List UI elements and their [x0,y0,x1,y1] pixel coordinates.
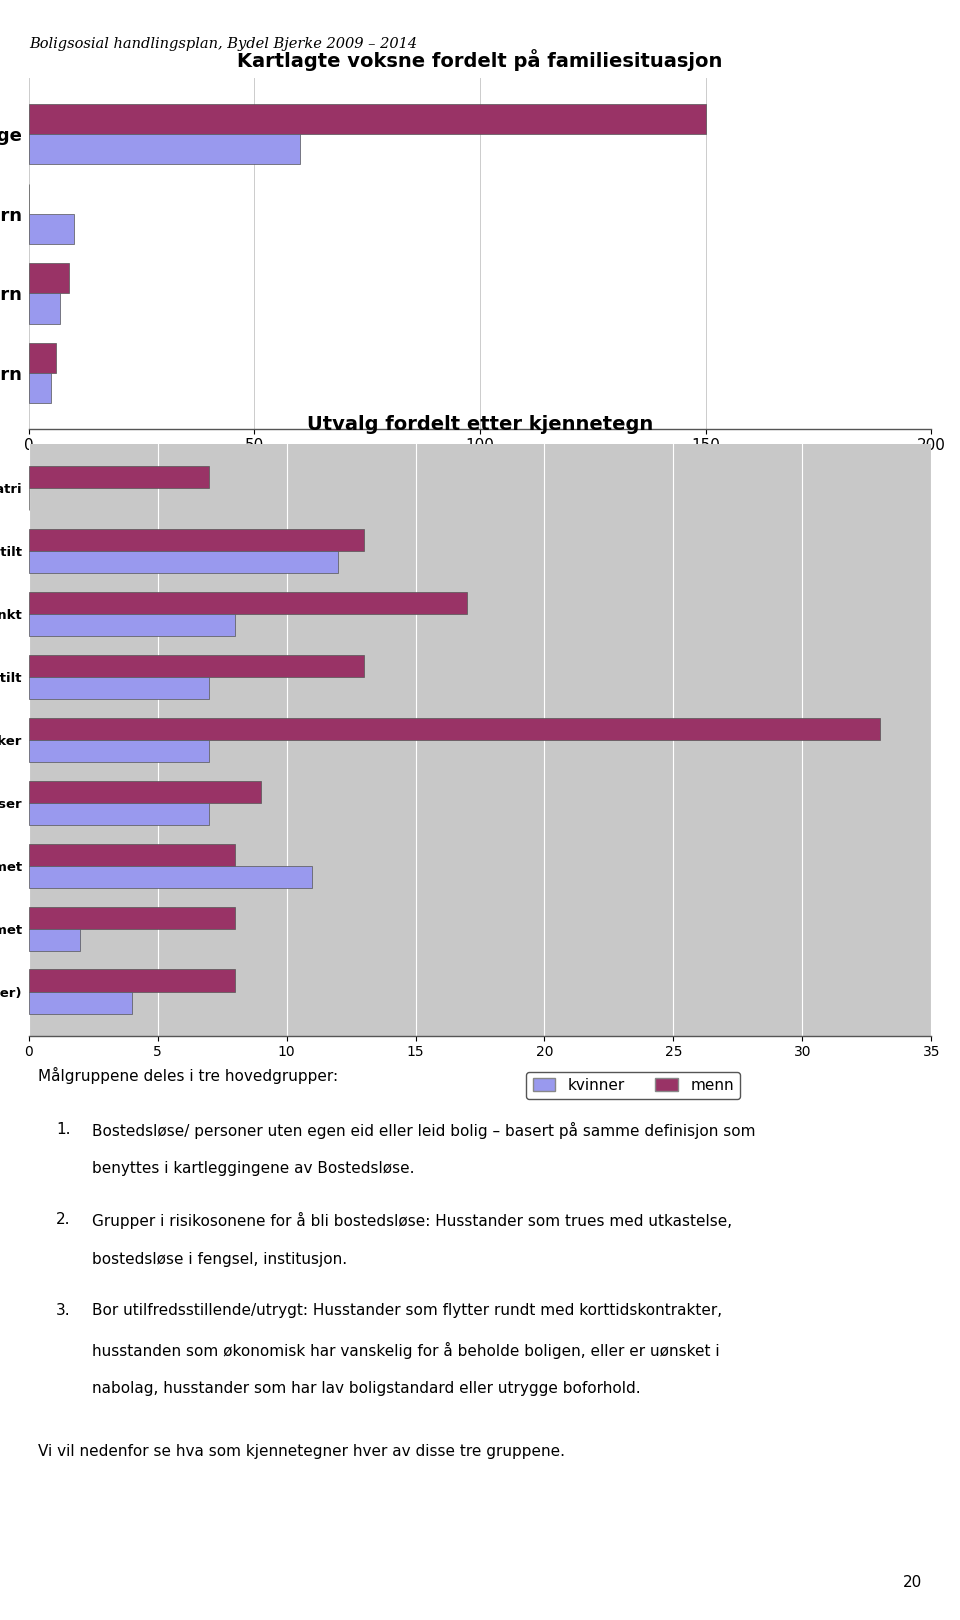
Text: Målgruppene deles i tre hovedgrupper:: Målgruppene deles i tre hovedgrupper: [37,1068,338,1084]
Bar [29,928,81,951]
Bar [29,551,338,573]
Bar [29,343,56,373]
Bar [29,654,364,677]
Bar [29,718,879,740]
Text: Grupper i risikosonene for å bli bostedsløse: Husstander som trues med utkastels: Grupper i risikosonene for å bli bosteds… [92,1212,732,1230]
Title: Utvalg fordelt etter kjennetegn: Utvalg fordelt etter kjennetegn [307,415,653,434]
Bar [29,467,209,488]
Text: 20: 20 [903,1575,923,1591]
Bar [29,865,312,888]
Bar [29,614,235,637]
Bar [29,262,69,293]
Text: 2.: 2. [56,1212,70,1228]
Legend: kvinner, menn: kvinner, menn [526,1072,740,1098]
Bar [29,134,300,165]
Bar [29,844,235,865]
Bar [29,214,74,245]
Text: bostedsløse i fengsel, institusjon.: bostedsløse i fengsel, institusjon. [92,1252,348,1267]
Text: benyttes i kartleggingene av Bostedsløse.: benyttes i kartleggingene av Bostedsløse… [92,1162,415,1176]
Text: husstanden som økonomisk har vanskelig for å beholde boligen, eller er uønsket i: husstanden som økonomisk har vanskelig f… [92,1341,720,1359]
Bar [29,740,209,761]
Bar [29,293,60,324]
Text: Boligsosial handlingsplan, Bydel Bjerke 2009 – 2014: Boligsosial handlingsplan, Bydel Bjerke … [29,37,417,50]
Text: Vi vil nedenfor se hva som kjennetegner hver av disse tre gruppene.: Vi vil nedenfor se hva som kjennetegner … [37,1443,564,1458]
Legend: kvinner, menn: kvinner, menn [481,492,695,518]
Bar [29,373,52,403]
Text: Bor utilfredsstillende/utrygt: Husstander som flytter rundt med korttidskontrakt: Bor utilfredsstillende/utrygt: Husstande… [92,1302,722,1317]
Bar [29,591,468,614]
Bar [29,804,209,825]
Bar [29,781,261,804]
Text: Bostedsløse/ personer uten egen eid eller leid bolig – basert på samme definisjo: Bostedsløse/ personer uten egen eid elle… [92,1123,756,1139]
Bar [29,907,235,928]
Bar [29,969,235,991]
Bar [29,104,706,134]
Bar [29,530,364,551]
Bar [29,677,209,698]
Text: 3.: 3. [56,1302,70,1317]
Title: Kartlagte voksne fordelt på familiesituasjon: Kartlagte voksne fordelt på familiesitua… [237,49,723,71]
Bar [29,991,132,1014]
Text: 1.: 1. [56,1123,70,1137]
Text: nabolag, husstander som har lav boligstandard eller utrygge boforhold.: nabolag, husstander som har lav boligsta… [92,1380,640,1396]
